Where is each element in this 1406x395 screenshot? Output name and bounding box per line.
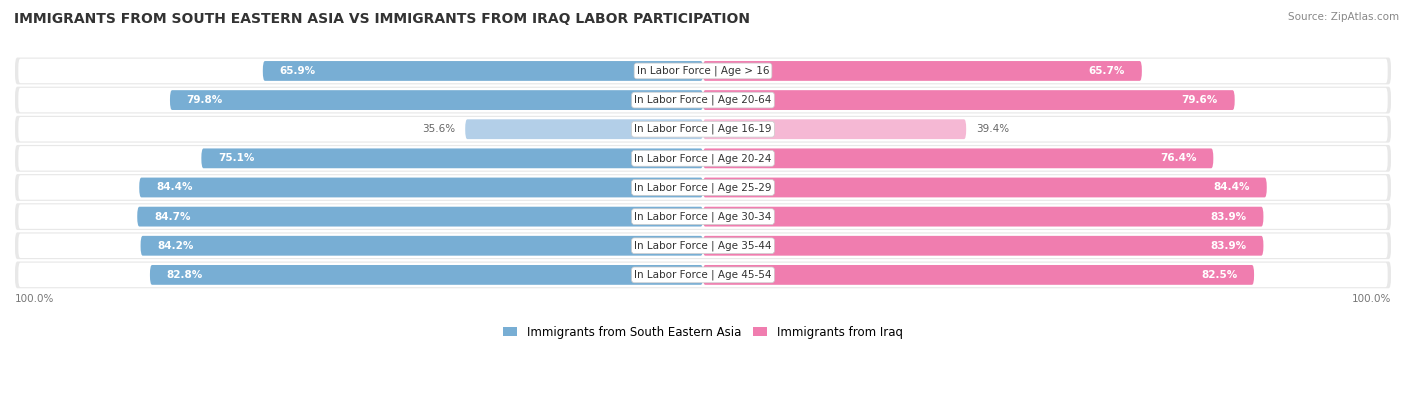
- FancyBboxPatch shape: [15, 174, 1391, 201]
- Text: 83.9%: 83.9%: [1211, 241, 1247, 251]
- Text: In Labor Force | Age 20-64: In Labor Force | Age 20-64: [634, 95, 772, 105]
- FancyBboxPatch shape: [703, 207, 1264, 226]
- FancyBboxPatch shape: [703, 178, 1267, 198]
- FancyBboxPatch shape: [703, 149, 1213, 168]
- Text: 84.7%: 84.7%: [153, 212, 190, 222]
- FancyBboxPatch shape: [150, 265, 703, 285]
- Text: 83.9%: 83.9%: [1211, 212, 1247, 222]
- FancyBboxPatch shape: [465, 119, 703, 139]
- Text: 65.9%: 65.9%: [280, 66, 315, 76]
- FancyBboxPatch shape: [141, 236, 703, 256]
- Text: 79.8%: 79.8%: [187, 95, 224, 105]
- FancyBboxPatch shape: [15, 261, 1391, 288]
- FancyBboxPatch shape: [18, 204, 1388, 229]
- Text: In Labor Force | Age 16-19: In Labor Force | Age 16-19: [634, 124, 772, 134]
- Text: 84.4%: 84.4%: [1213, 182, 1250, 192]
- FancyBboxPatch shape: [15, 232, 1391, 259]
- FancyBboxPatch shape: [15, 116, 1391, 143]
- Text: 79.6%: 79.6%: [1182, 95, 1218, 105]
- Text: In Labor Force | Age 25-29: In Labor Force | Age 25-29: [634, 182, 772, 193]
- FancyBboxPatch shape: [15, 87, 1391, 113]
- FancyBboxPatch shape: [703, 119, 966, 139]
- Text: 65.7%: 65.7%: [1088, 66, 1125, 76]
- Text: 75.1%: 75.1%: [218, 153, 254, 164]
- Text: In Labor Force | Age 35-44: In Labor Force | Age 35-44: [634, 241, 772, 251]
- Text: 100.0%: 100.0%: [1351, 294, 1391, 304]
- FancyBboxPatch shape: [18, 117, 1388, 141]
- FancyBboxPatch shape: [703, 61, 1142, 81]
- FancyBboxPatch shape: [15, 58, 1391, 85]
- FancyBboxPatch shape: [263, 61, 703, 81]
- FancyBboxPatch shape: [15, 145, 1391, 172]
- FancyBboxPatch shape: [703, 236, 1264, 256]
- Legend: Immigrants from South Eastern Asia, Immigrants from Iraq: Immigrants from South Eastern Asia, Immi…: [499, 321, 907, 343]
- Text: IMMIGRANTS FROM SOUTH EASTERN ASIA VS IMMIGRANTS FROM IRAQ LABOR PARTICIPATION: IMMIGRANTS FROM SOUTH EASTERN ASIA VS IM…: [14, 12, 749, 26]
- FancyBboxPatch shape: [703, 90, 1234, 110]
- Text: 76.4%: 76.4%: [1160, 153, 1197, 164]
- FancyBboxPatch shape: [18, 88, 1388, 112]
- FancyBboxPatch shape: [15, 203, 1391, 230]
- FancyBboxPatch shape: [18, 263, 1388, 287]
- FancyBboxPatch shape: [201, 149, 703, 168]
- FancyBboxPatch shape: [703, 265, 1254, 285]
- Text: 84.4%: 84.4%: [156, 182, 193, 192]
- FancyBboxPatch shape: [170, 90, 703, 110]
- Text: 84.2%: 84.2%: [157, 241, 194, 251]
- Text: 39.4%: 39.4%: [976, 124, 1010, 134]
- FancyBboxPatch shape: [18, 59, 1388, 83]
- Text: 35.6%: 35.6%: [422, 124, 456, 134]
- FancyBboxPatch shape: [18, 175, 1388, 200]
- FancyBboxPatch shape: [139, 178, 703, 198]
- Text: 82.8%: 82.8%: [167, 270, 202, 280]
- FancyBboxPatch shape: [18, 233, 1388, 258]
- Text: In Labor Force | Age 45-54: In Labor Force | Age 45-54: [634, 270, 772, 280]
- Text: 82.5%: 82.5%: [1201, 270, 1237, 280]
- Text: In Labor Force | Age 20-24: In Labor Force | Age 20-24: [634, 153, 772, 164]
- Text: 100.0%: 100.0%: [15, 294, 55, 304]
- Text: Source: ZipAtlas.com: Source: ZipAtlas.com: [1288, 12, 1399, 22]
- FancyBboxPatch shape: [138, 207, 703, 226]
- Text: In Labor Force | Age > 16: In Labor Force | Age > 16: [637, 66, 769, 76]
- Text: In Labor Force | Age 30-34: In Labor Force | Age 30-34: [634, 211, 772, 222]
- FancyBboxPatch shape: [18, 146, 1388, 171]
